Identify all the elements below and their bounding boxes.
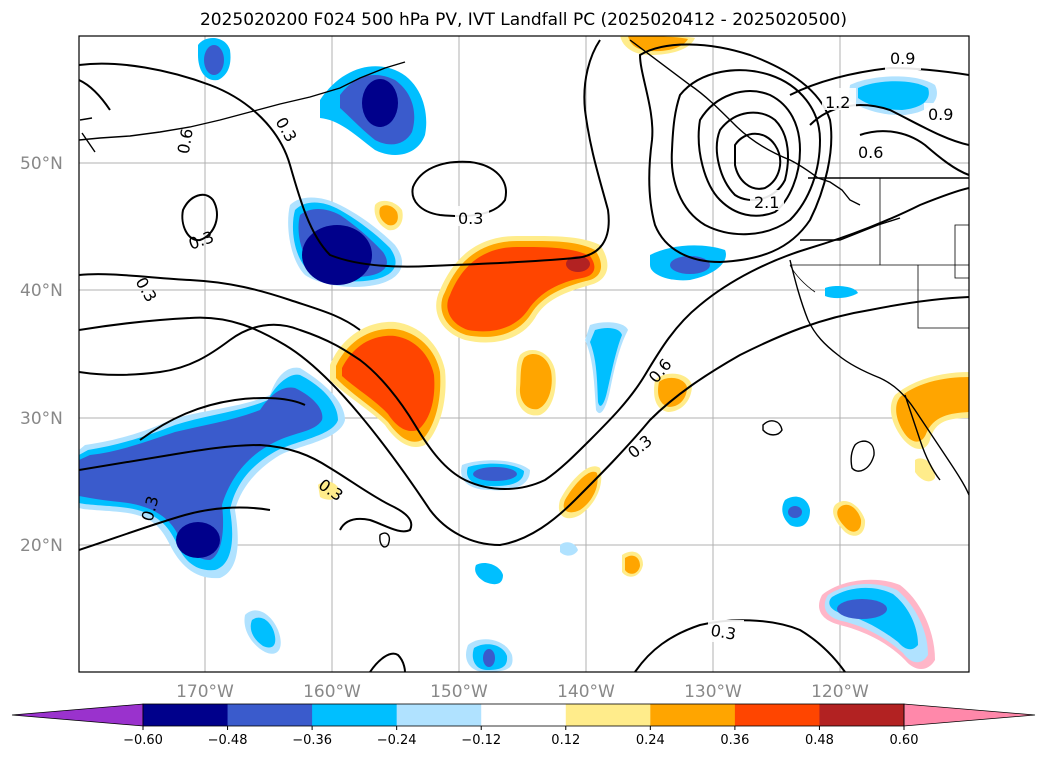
contour-label: 0.3 — [709, 621, 737, 644]
lon-label-150w: 150°W — [430, 682, 488, 702]
colorbar-tick-label: −0.36 — [292, 733, 332, 748]
colorbar-segment — [312, 704, 398, 726]
colorbar-segment — [734, 704, 820, 726]
lat-labels: 50°N 40°N 30°N 20°N — [20, 154, 63, 556]
colorbar-tick-label: 0.48 — [805, 733, 834, 748]
lat-label-40n: 40°N — [20, 281, 63, 301]
lon-label-140w: 140°W — [557, 682, 615, 702]
positive-pv-regions — [318, 36, 969, 577]
lat-label-50n: 50°N — [20, 154, 63, 174]
colorbar-tick-label: −0.48 — [208, 733, 248, 748]
colorbar-extend-min — [11, 703, 144, 727]
colorbar: −0.60 −0.48 −0.36 −0.24 −0.12 0.12 0.24 0.36 0.4… — [11, 703, 1036, 748]
colorbar-extend-max — [903, 703, 1036, 727]
contour-label: 0.3 — [458, 209, 483, 228]
contour-label: 0.9 — [890, 49, 915, 68]
lon-label-120w: 120°W — [811, 682, 869, 702]
contour-label: 0.6 — [174, 127, 197, 155]
lon-label-170w: 170°W — [176, 682, 234, 702]
contour-label: 0.9 — [928, 105, 953, 124]
colorbar-tick-label: 0.24 — [636, 733, 665, 748]
colorbar-tick-label: −0.12 — [461, 733, 501, 748]
borders — [789, 178, 969, 329]
lat-label-20n: 20°N — [20, 536, 63, 556]
plot-frame — [78, 35, 970, 673]
contour-label: 0.6 — [858, 143, 883, 162]
lat-label-30n: 30°N — [20, 409, 63, 429]
lon-labels: 170°W 160°W 150°W 140°W 130°W 120°W — [176, 682, 869, 702]
colorbar-tick-label: −0.60 — [123, 733, 163, 748]
lon-label-130w: 130°W — [684, 682, 742, 702]
map-title: 2025020200 F024 500 hPa PV, IVT Landfall… — [199, 10, 847, 30]
colorbar-tick-label: 0.60 — [890, 733, 919, 748]
colorbar-segment — [819, 704, 905, 726]
lon-label-160w: 160°W — [303, 682, 361, 702]
colorbar-segment — [481, 704, 567, 726]
colorbar-tick-label: 0.36 — [720, 733, 749, 748]
contour-label: 1.2 — [825, 93, 850, 112]
colorbar-frame — [142, 703, 905, 727]
colorbar-tick-label: −0.24 — [377, 733, 417, 748]
colorbar-tick-label: 0.12 — [551, 733, 580, 748]
colorbar-segment — [565, 704, 651, 726]
colorbar-segment — [650, 704, 736, 726]
coastlines — [79, 39, 969, 548]
colorbar-segment — [227, 704, 313, 726]
colorbar-segment — [396, 704, 482, 726]
contour-label: 2.1 — [754, 193, 779, 212]
colorbar-segment — [143, 704, 229, 726]
